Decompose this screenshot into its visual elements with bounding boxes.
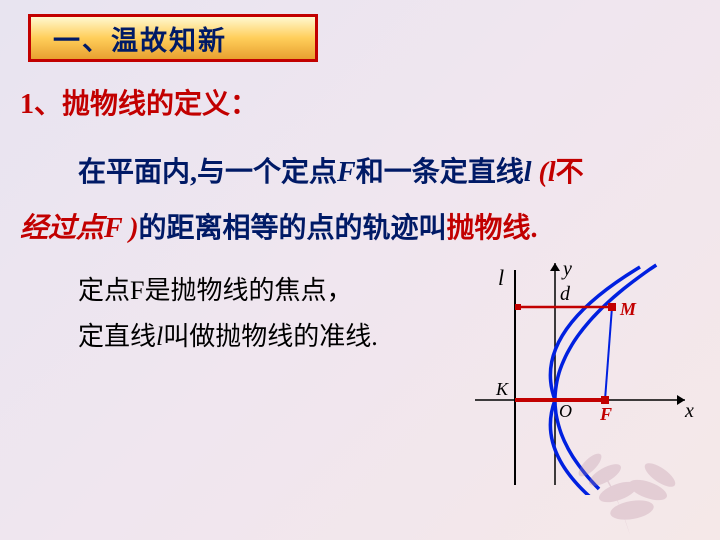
definition-line-1: 在平面内,与一个定点F和一条定直线l (l不 <box>78 150 584 190</box>
description-line-1: 定点F是抛物线的焦点， <box>78 270 352 307</box>
def-line2-cond: 经过点 <box>20 213 104 244</box>
K-label: K <box>495 379 509 399</box>
M-point <box>608 303 616 311</box>
d-start-tick <box>515 304 521 310</box>
def-l: l <box>524 157 532 188</box>
def-line2-close: ) <box>129 213 138 244</box>
y-label: y <box>561 258 572 280</box>
subtitle-text: 抛物线的定义： <box>62 89 258 120</box>
x-arrow <box>677 395 685 405</box>
d-label: d <box>560 283 571 305</box>
segment-MF <box>605 307 612 400</box>
section-header: 一、温故知新 <box>28 14 318 62</box>
def-line2-F: F <box>104 213 129 244</box>
description-line-2: 定直线l叫做抛物线的准线. <box>78 316 378 353</box>
definition-line-2: 经过点F )的距离相等的点的轨迹叫抛物线. <box>20 206 538 246</box>
def-part2: 和一条定直线 <box>356 157 524 188</box>
def-cond-text: 不 <box>556 157 584 188</box>
y-arrow <box>550 263 560 271</box>
subtitle-number: 1、 <box>20 89 62 120</box>
subtitle: 1、抛物线的定义： <box>20 82 258 122</box>
def-cond-l: l <box>548 157 556 188</box>
M-label: M <box>619 299 637 319</box>
focus-point <box>601 396 609 404</box>
section-title: 一、温故知新 <box>53 19 227 58</box>
def-keyword: 抛物线. <box>447 213 538 244</box>
O-label: O <box>559 401 572 421</box>
leaf-decoration <box>560 420 700 540</box>
x-label: x <box>684 400 694 422</box>
desc2-b: 叫做抛物线的准线. <box>163 322 378 351</box>
def-cond-open: ( <box>532 157 548 188</box>
l-label: l <box>498 265 504 290</box>
def-line2-rest: 的距离相等的点的轨迹叫 <box>139 213 447 244</box>
desc2-a: 定直线 <box>78 322 156 351</box>
leaf-3 <box>609 497 655 522</box>
def-part1: 在平面内,与一个定点 <box>78 157 337 188</box>
def-F: F <box>337 157 356 188</box>
